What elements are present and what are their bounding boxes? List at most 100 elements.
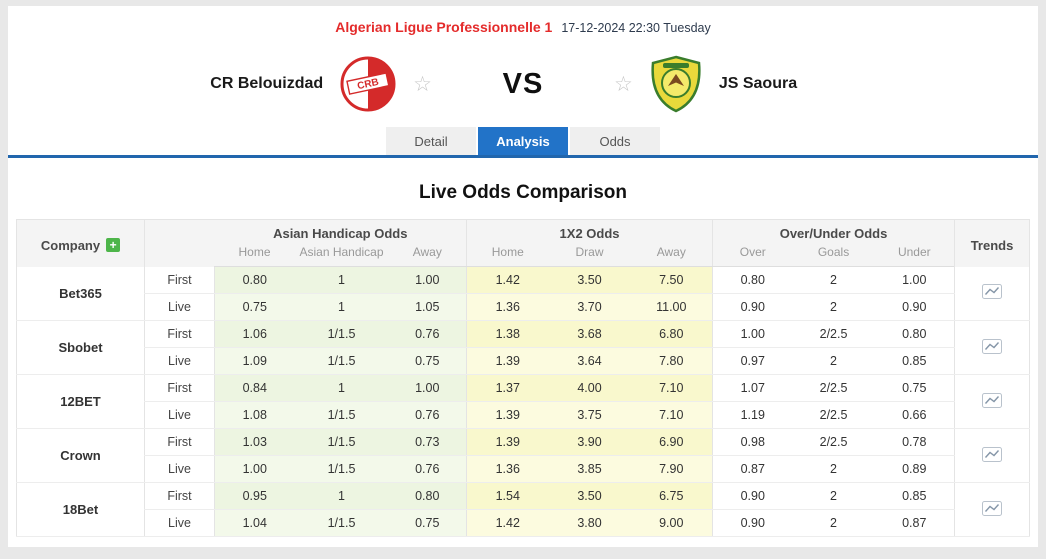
odds-value: 1.06 [214,320,295,348]
vs-label: VS [502,67,544,100]
odds-value: 7.50 [630,266,713,294]
odds-value: 3.68 [548,320,631,348]
subheader-asian-handicap: Asian Handicap [294,243,389,267]
league-name[interactable]: Algerian Ligue Professionnelle 1 [335,19,553,35]
odds-value: 1/1.5 [294,428,389,456]
odds-value: 0.87 [874,509,955,537]
favorite-star-home-icon[interactable]: ☆ [413,72,432,96]
tab-odds[interactable]: Odds [570,127,660,155]
table-row: Live 1.08 1/1.5 0.76 1.39 3.75 7.10 1.19 2/2.5 0.… [17,401,1030,429]
odds-value: 1 [294,374,389,402]
odds-value: 0.80 [874,320,955,348]
odds-value: 6.80 [630,320,713,348]
odds-value: 1/1.5 [294,401,389,429]
odds-value: 1.36 [466,455,549,483]
odds-value: 3.75 [548,401,631,429]
match-datetime: 17-12-2024 22:30 Tuesday [561,21,711,35]
row-type-label: Live [144,455,215,483]
odds-value: 1.09 [214,347,295,375]
odds-value: 0.85 [874,482,955,510]
odds-value: 2 [792,293,875,321]
odds-value: 1 [294,293,389,321]
odds-value: 2/2.5 [792,428,875,456]
row-type-label: Live [144,509,215,537]
group-header-over-under: Over/Under Odds [712,219,955,243]
company-name: 12BET [16,374,145,429]
odds-value: 1.05 [388,293,467,321]
odds-value: 0.80 [712,266,793,294]
tab-analysis[interactable]: Analysis [478,127,568,155]
row-type-label: First [144,482,215,510]
odds-value: 0.66 [874,401,955,429]
away-team-name[interactable]: JS Saoura [718,75,798,92]
odds-value: 0.90 [712,509,793,537]
trends-cell[interactable] [954,374,1030,429]
trends-column-header: Trends [954,219,1030,267]
odds-value: 1.00 [388,374,467,402]
add-company-icon[interactable]: + [106,238,121,253]
team-row: CR Belouizdad CRB ☆ VS ☆ [8,45,1038,123]
odds-value: 1.04 [214,509,295,537]
odds-value: 0.73 [388,428,467,456]
table-row: 18Bet First 0.95 1 0.80 1.54 3.50 6.75 0.90 2 0.85 [16,482,1030,537]
trend-chart-icon[interactable] [982,500,1003,516]
odds-value: 1.00 [388,266,467,294]
odds-value: 1.39 [466,401,549,429]
odds-value: 7.90 [630,455,713,483]
odds-value: 3.50 [548,482,631,510]
home-team: CR Belouizdad CRB ☆ [8,55,438,113]
company-column-header: Company + [16,219,145,267]
odds-value: 9.00 [630,509,713,537]
trends-cell[interactable] [954,266,1030,321]
company-name: Crown [16,428,145,483]
page-title: Live Odds Comparison [419,182,627,203]
odds-value: 0.78 [874,428,955,456]
table-row: Live 0.75 1 1.05 1.36 3.70 11.00 0.90 2 0.90 [17,293,1030,321]
odds-value: 0.95 [214,482,295,510]
row-type-label: First [144,320,215,348]
odds-value: 2/2.5 [792,320,875,348]
home-team-name[interactable]: CR Belouizdad [210,75,324,92]
odds-value: 3.80 [548,509,631,537]
company-name: Bet365 [16,266,145,321]
trend-chart-icon[interactable] [982,392,1003,408]
odds-table-body: Bet365 First 0.80 1 1.00 1.42 3.50 7.50 0.80 2 1.0… [16,266,1030,537]
trend-chart-icon[interactable] [982,284,1003,300]
trends-cell[interactable] [954,320,1030,375]
odds-value: 2 [792,482,875,510]
subheader-ah-away: Away [388,243,467,267]
trend-chart-icon[interactable] [982,446,1003,462]
subheader-1x2-draw: Draw [548,243,631,267]
table-row: Live 1.00 1/1.5 0.76 1.36 3.85 7.90 0.87 2 0.89 [17,455,1030,483]
odds-table: Company + Asian Handicap Odds 1X2 Odds O… [16,219,1030,537]
trends-cell[interactable] [954,482,1030,537]
odds-value: 3.70 [548,293,631,321]
company-name: 18Bet [16,482,145,537]
subheader-1x2-home: Home [466,243,549,267]
company-name: Sbobet [16,320,145,375]
tabs-bar: Detail Analysis Odds [8,127,1038,158]
odds-value: 1.36 [466,293,549,321]
subheader-1x2-away: Away [630,243,713,267]
odds-value: 0.75 [214,293,295,321]
trends-cell[interactable] [954,428,1030,483]
odds-value: 1/1.5 [294,509,389,537]
favorite-star-away-icon[interactable]: ☆ [614,72,633,96]
odds-value: 1.42 [466,266,549,294]
odds-value: 0.80 [214,266,295,294]
odds-value: 3.85 [548,455,631,483]
tab-detail[interactable]: Detail [386,127,476,155]
odds-value: 1.07 [712,374,793,402]
company-header-label: Company [40,237,101,253]
odds-value: 3.64 [548,347,631,375]
odds-value: 1.39 [466,428,549,456]
odds-value: 2 [792,347,875,375]
odds-value: 1 [294,482,389,510]
odds-value: 0.75 [388,509,467,537]
odds-value: 6.90 [630,428,713,456]
trend-chart-icon[interactable] [982,338,1003,354]
subheader-ou-over: Over [712,243,793,267]
odds-value: 0.89 [874,455,955,483]
odds-value: 1.00 [874,266,955,294]
table-row: Sbobet First 1.06 1/1.5 0.76 1.38 3.68 6.80 1.00… [16,320,1030,375]
